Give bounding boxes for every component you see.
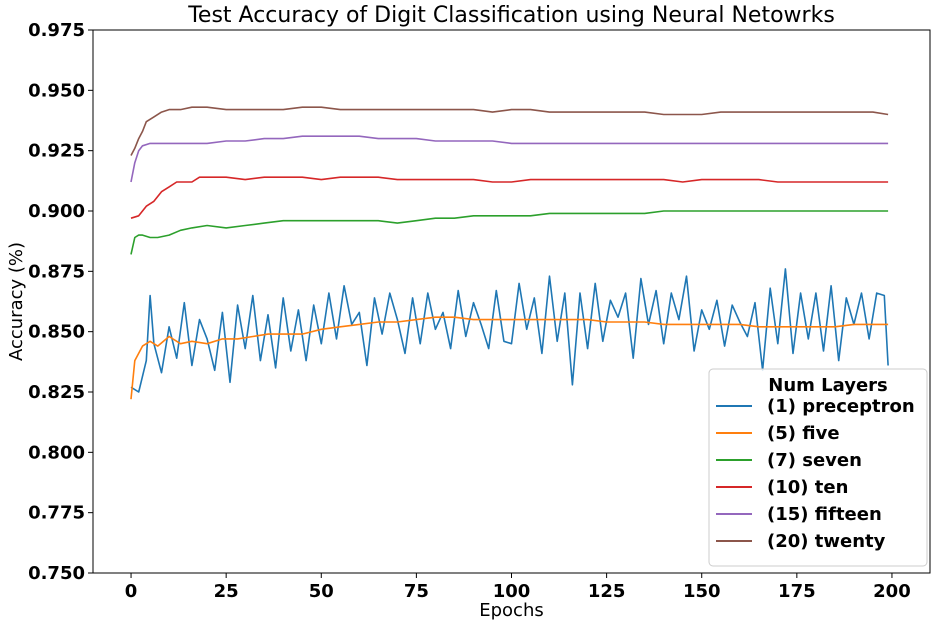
series-line-4 — [130, 135, 889, 183]
series-line-3 — [130, 176, 889, 219]
chart-title: Test Accuracy of Digit Classification us… — [187, 3, 835, 28]
y-tick-label: 0.975 — [28, 20, 85, 41]
y-tick-label: 0.900 — [28, 201, 85, 222]
x-tick-label: 175 — [778, 581, 816, 602]
x-axis-title: Epochs — [479, 600, 544, 621]
x-tick-label: 75 — [404, 581, 429, 602]
y-tick-label: 0.825 — [28, 382, 85, 403]
y-axis-ticks: 0.750 0.775 0.800 0.825 0.850 0.875 0.900 0.925… — [28, 20, 93, 584]
y-axis-title: Accuracy (%) — [6, 242, 27, 361]
y-tick-label: 0.800 — [28, 442, 85, 463]
series-lines — [130, 106, 889, 400]
x-tick-label: 200 — [873, 581, 911, 602]
legend-label: (1) preceptron — [767, 396, 915, 417]
legend-title: Num Layers — [768, 375, 888, 396]
legend-label: (20) twenty — [767, 531, 886, 552]
series-line-2 — [130, 210, 889, 255]
legend-label: (10) ten — [767, 477, 848, 498]
y-tick-label: 0.950 — [28, 80, 85, 101]
x-tick-label: 50 — [309, 581, 334, 602]
x-tick-label: 100 — [493, 581, 531, 602]
y-tick-label: 0.775 — [28, 503, 85, 524]
y-tick-label: 0.875 — [28, 261, 85, 282]
x-tick-label: 150 — [683, 581, 721, 602]
x-tick-label: 25 — [214, 581, 239, 602]
legend: Num Layers (1) preceptron (5) five (7) sev… — [708, 368, 928, 567]
plot-frame — [92, 29, 931, 574]
y-tick-label: 0.750 — [28, 563, 85, 584]
x-tick-label: 0 — [125, 581, 138, 602]
series-line-0 — [130, 268, 889, 393]
legend-label: (5) five — [767, 423, 840, 444]
legend-label: (15) fifteen — [767, 504, 882, 525]
series-line-1 — [130, 316, 889, 400]
x-tick-label: 125 — [588, 581, 626, 602]
legend-label: (7) seven — [767, 450, 862, 471]
legend-box — [708, 368, 928, 567]
legend-entries: (1) preceptron (5) five (7) seven (10) ten (… — [716, 396, 915, 552]
y-tick-label: 0.925 — [28, 141, 85, 162]
y-tick-label: 0.850 — [28, 322, 85, 343]
x-axis-ticks: 0 25 50 75 100 125 150 175 200 — [125, 573, 911, 602]
series-line-5 — [130, 106, 889, 156]
